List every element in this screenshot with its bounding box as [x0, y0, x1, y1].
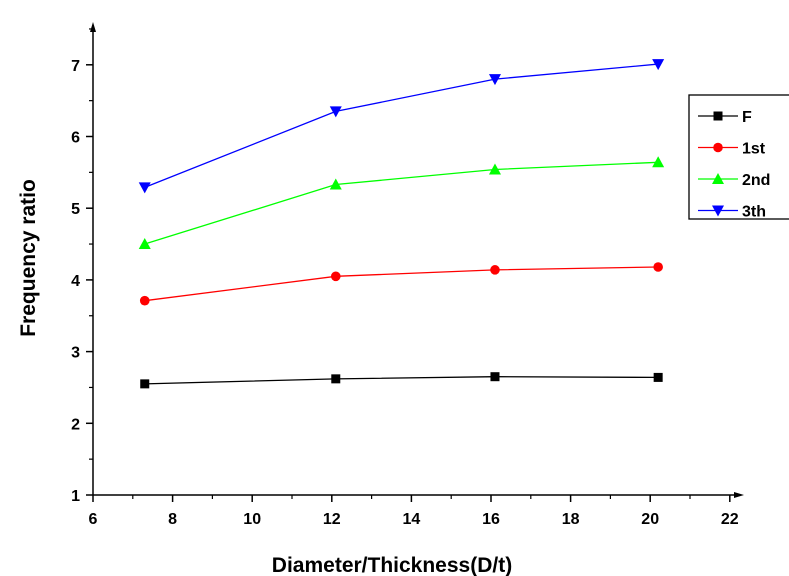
data-point: [488, 163, 501, 175]
x-tick-label: 10: [243, 511, 261, 528]
series-3th: [138, 59, 665, 194]
data-point: [490, 265, 500, 275]
data-point: [652, 156, 665, 168]
y-axis-arrow: [90, 22, 96, 32]
series-line: [144, 266, 659, 302]
data-point: [139, 295, 150, 306]
data-point: [329, 178, 342, 190]
legend-label: 2nd: [742, 172, 770, 189]
data-point: [652, 59, 665, 71]
y-tick-label: 4: [71, 273, 80, 290]
data-point: [330, 271, 341, 282]
series-line: [144, 161, 659, 245]
series-1st: [139, 262, 663, 306]
y-axis-ticks: 1 2 3 4 5 6 7: [71, 28, 93, 505]
x-tick-label: 22: [721, 511, 739, 528]
legend-marker: [713, 111, 723, 121]
data-point: [653, 372, 663, 382]
series-line: [144, 63, 659, 189]
x-axis-ticks: 6 8 10 12 14 16 18 20 22: [89, 495, 739, 528]
x-tick-label: 8: [168, 511, 177, 528]
x-tick-label: 16: [482, 511, 500, 528]
legend: F 1st 2nd 3th: [688, 94, 789, 221]
y-tick-label: 3: [71, 345, 80, 362]
series-2nd: [138, 156, 665, 250]
x-tick-label: 20: [641, 511, 659, 528]
y-axis-title: Frequency ratio: [17, 179, 40, 337]
data-point: [653, 262, 663, 272]
legend-label: 3th: [742, 204, 766, 221]
data-point: [138, 182, 151, 194]
x-tick-label: 6: [89, 511, 98, 528]
data-point: [329, 106, 342, 118]
x-axis-arrow: [734, 492, 744, 498]
legend-label: F: [742, 109, 752, 126]
y-tick-label: 6: [71, 130, 80, 147]
y-tick-label: 1: [71, 488, 80, 505]
legend-label: 1st: [742, 141, 766, 158]
legend-marker: [712, 205, 724, 217]
legend-marker: [712, 173, 724, 184]
y-tick-label: 2: [71, 416, 80, 433]
legend-marker: [713, 142, 723, 153]
data-point: [138, 238, 151, 250]
data-point: [331, 374, 341, 384]
series-line: [144, 376, 659, 385]
x-axis-title: Diameter/Thickness(D/t): [272, 554, 512, 576]
legend-box: [688, 94, 789, 220]
x-tick-label: 18: [562, 511, 580, 528]
x-tick-label: 12: [323, 511, 341, 528]
series-F: [140, 372, 663, 389]
data-point: [488, 74, 501, 86]
x-tick-label: 14: [403, 511, 421, 528]
series-layer: [138, 59, 665, 389]
data-point: [490, 372, 500, 382]
y-tick-label: 7: [71, 58, 80, 75]
data-point: [140, 379, 150, 389]
y-tick-label: 5: [71, 201, 80, 218]
